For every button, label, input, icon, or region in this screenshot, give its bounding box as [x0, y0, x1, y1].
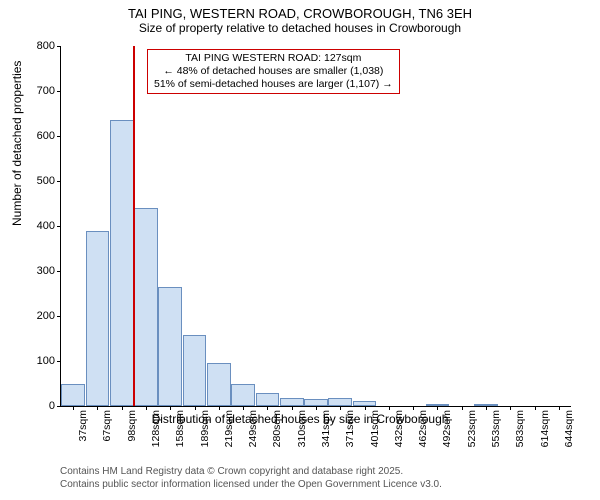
histogram-bar — [304, 399, 328, 406]
xtick-mark — [219, 406, 220, 410]
reference-line — [133, 46, 135, 406]
xtick-mark — [365, 406, 366, 410]
histogram-bar — [158, 287, 182, 406]
ytick-label: 800 — [15, 40, 55, 52]
histogram-bar — [86, 231, 110, 406]
ytick-label: 400 — [15, 220, 55, 232]
ytick-label: 0 — [15, 400, 55, 412]
xtick-mark — [316, 406, 317, 410]
ytick-label: 500 — [15, 175, 55, 187]
ytick-label: 600 — [15, 130, 55, 142]
ytick-mark — [57, 406, 61, 407]
xtick-mark — [510, 406, 511, 410]
xtick-mark — [73, 406, 74, 410]
xtick-mark — [413, 406, 414, 410]
ytick-mark — [57, 226, 61, 227]
ytick-mark — [57, 136, 61, 137]
ytick-label: 200 — [15, 310, 55, 322]
ytick-label: 100 — [15, 355, 55, 367]
x-axis-label: Distribution of detached houses by size … — [0, 412, 600, 426]
xtick-mark — [340, 406, 341, 410]
histogram-bar — [256, 393, 280, 407]
xtick-mark — [535, 406, 536, 410]
footer-line-2: Contains public sector information licen… — [60, 479, 442, 492]
xtick-mark — [195, 406, 196, 410]
ytick-label: 700 — [15, 85, 55, 97]
histogram-bar — [280, 398, 304, 406]
histogram-bar — [110, 120, 134, 406]
histogram-bar — [134, 208, 158, 406]
xtick-mark — [243, 406, 244, 410]
footer-line-1: Contains HM Land Registry data © Crown c… — [60, 466, 442, 479]
xtick-mark — [122, 406, 123, 410]
xtick-mark — [389, 406, 390, 410]
xtick-mark — [292, 406, 293, 410]
plot-area: 010020030040050060070080037sqm67sqm98sqm… — [60, 46, 570, 406]
annotation-box: TAI PING WESTERN ROAD: 127sqm← 48% of de… — [147, 49, 400, 94]
xtick-mark — [462, 406, 463, 410]
chart-container: TAI PING, WESTERN ROAD, CROWBOROUGH, TN6… — [0, 0, 600, 500]
xtick-mark — [97, 406, 98, 410]
ytick-mark — [57, 91, 61, 92]
ytick-mark — [57, 316, 61, 317]
ytick-mark — [57, 181, 61, 182]
ytick-label: 300 — [15, 265, 55, 277]
xtick-mark — [267, 406, 268, 410]
chart-title: TAI PING, WESTERN ROAD, CROWBOROUGH, TN6… — [0, 6, 600, 21]
footer-attribution: Contains HM Land Registry data © Crown c… — [60, 466, 442, 491]
ytick-mark — [57, 46, 61, 47]
xtick-mark — [437, 406, 438, 410]
histogram-bar — [328, 398, 352, 406]
histogram-bar — [61, 384, 85, 406]
histogram-bar — [183, 335, 207, 406]
chart-subtitle: Size of property relative to detached ho… — [0, 21, 600, 35]
histogram-bar — [207, 363, 231, 406]
annotation-line: TAI PING WESTERN ROAD: 127sqm — [154, 52, 393, 65]
annotation-line: 51% of semi-detached houses are larger (… — [154, 78, 393, 91]
xtick-mark — [486, 406, 487, 410]
histogram-bar — [231, 384, 255, 407]
title-block: TAI PING, WESTERN ROAD, CROWBOROUGH, TN6… — [0, 0, 600, 35]
ytick-mark — [57, 271, 61, 272]
annotation-line: ← 48% of detached houses are smaller (1,… — [154, 65, 393, 78]
xtick-mark — [146, 406, 147, 410]
ytick-mark — [57, 361, 61, 362]
xtick-mark — [170, 406, 171, 410]
xtick-mark — [559, 406, 560, 410]
